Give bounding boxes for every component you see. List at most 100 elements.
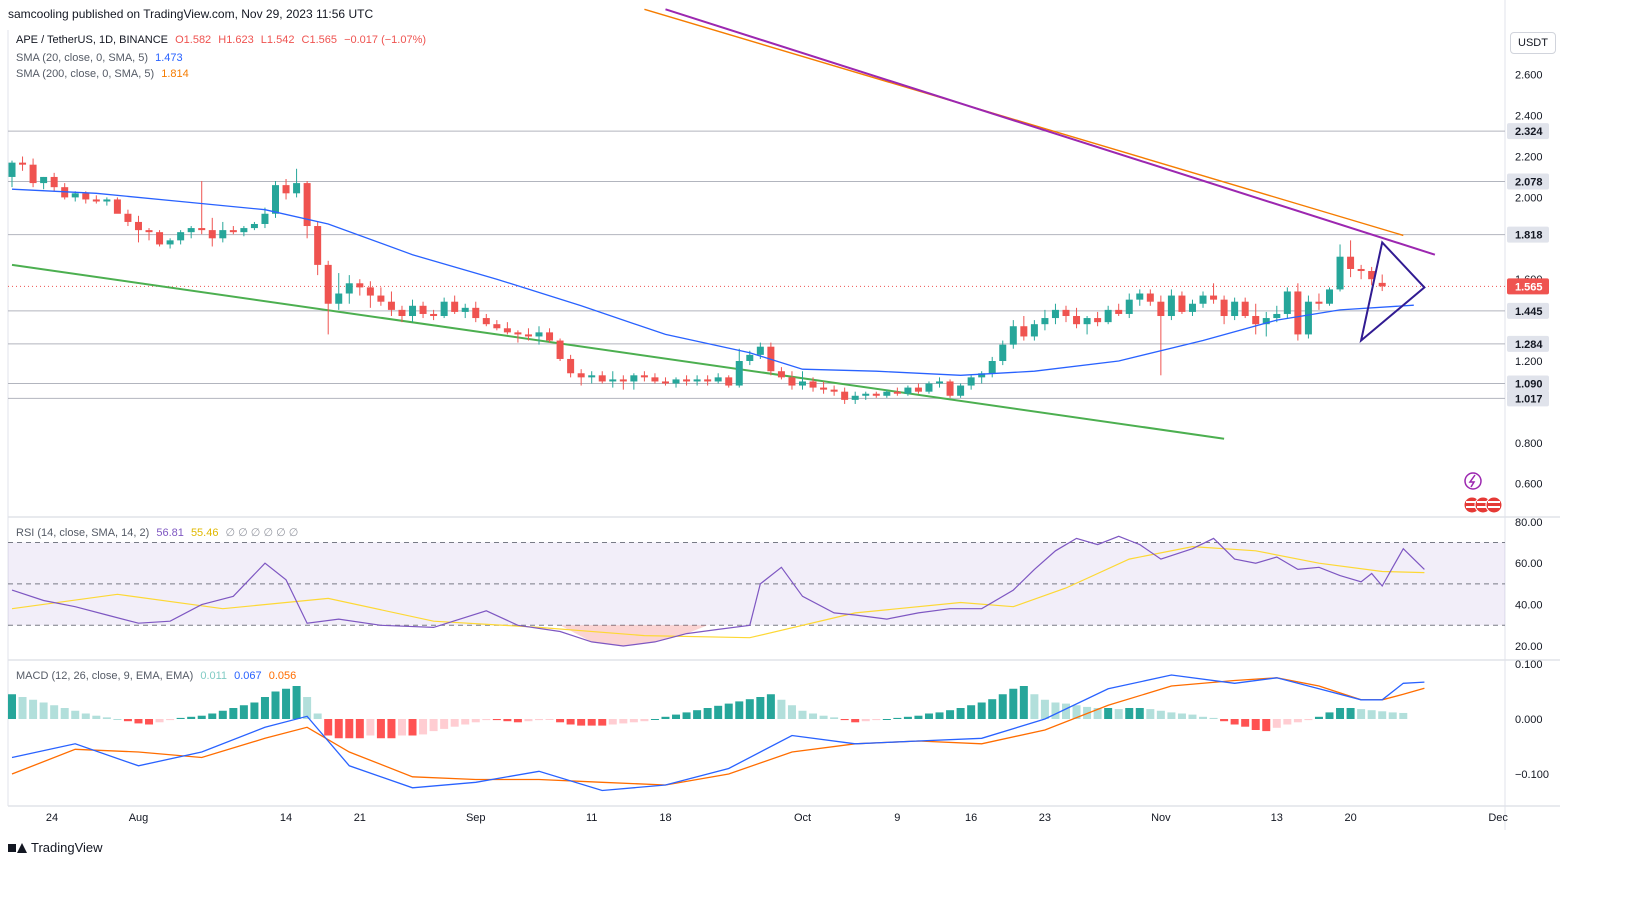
macd-histogram-bar [345, 719, 354, 739]
candle-body [704, 379, 712, 382]
macd-histogram-bar [872, 719, 881, 721]
legend-sma200-value: 1.814 [161, 68, 189, 80]
legend-macd-hist-value: 0.011 [200, 670, 228, 682]
legend-close: C1.565 [301, 34, 337, 46]
candle-body [345, 283, 353, 294]
sma20-line [11, 188, 1414, 376]
macd-histogram-bar [260, 697, 269, 719]
macd-histogram-bar [1241, 719, 1250, 727]
macd-histogram-bar [619, 719, 628, 724]
tradingview-brand[interactable]: TradingView [8, 840, 103, 855]
candle-body [1030, 324, 1038, 337]
currency-button[interactable]: USDT [1510, 32, 1556, 54]
candle-body [630, 375, 638, 382]
macd-histogram-bar [334, 719, 343, 739]
macd-histogram-bar [988, 699, 997, 719]
candle-body [314, 226, 322, 265]
candle-body [598, 375, 606, 382]
us-flag-stripe-icon [1488, 506, 1500, 508]
upper-trendline [665, 8, 1436, 256]
price-badge-label: 1.284 [1515, 339, 1543, 351]
candle-body [40, 176, 48, 184]
candle-body [1020, 326, 1028, 337]
legend-rsi-row: RSI (14, close, SMA, 14, 2) 56.81 55.46 … [16, 526, 302, 539]
candle-body [1062, 309, 1070, 317]
candle-body [103, 199, 111, 202]
candle-body [208, 230, 216, 239]
candle-body [725, 377, 733, 386]
macd-histogram-bar [250, 702, 259, 719]
time-axis-label: 20 [1344, 812, 1356, 824]
macd-histogram-bar [629, 719, 638, 723]
candle-body [609, 379, 617, 382]
time-axis-label: 23 [1039, 812, 1051, 824]
candle-body [1210, 295, 1218, 300]
macd-histogram-bar [1146, 709, 1155, 719]
candle-body [577, 373, 585, 378]
macd-histogram-bar [313, 713, 322, 719]
candle-body [430, 313, 438, 317]
candle-body [1262, 318, 1270, 325]
candle-body [324, 264, 332, 304]
time-axis-label: Nov [1151, 812, 1171, 824]
candle-body [472, 307, 480, 319]
candle-body [1051, 309, 1059, 319]
macd-tick-label: −0.100 [1515, 769, 1549, 781]
candle-body [461, 307, 469, 312]
macd-histogram-bar [1009, 688, 1018, 719]
macd-histogram-bar [8, 694, 16, 719]
candle-body [261, 213, 269, 224]
macd-histogram-bar [492, 719, 501, 721]
macd-histogram-bar [1125, 708, 1134, 719]
candle-body [240, 228, 248, 233]
candle-body [293, 183, 301, 194]
macd-histogram-bar [1188, 714, 1197, 719]
macd-histogram-bar [355, 719, 364, 739]
macd-histogram-bar [366, 719, 375, 736]
macd-histogram-bar [809, 713, 818, 719]
macd-histogram-bar [102, 717, 111, 719]
price-badge-1.017 [1507, 390, 1549, 407]
macd-histogram-bar [1209, 717, 1218, 719]
candle-body [387, 301, 395, 310]
publisher-header: samcooling published on TradingView.com,… [8, 7, 374, 21]
price-badge-1.090 [1507, 375, 1549, 392]
candle-body [693, 379, 701, 382]
candle-body [145, 230, 153, 233]
candle-body [746, 354, 754, 361]
candle-body [187, 228, 195, 233]
macd-histogram-bar [524, 719, 533, 722]
candle-body [957, 385, 965, 396]
macd-histogram-bar [745, 699, 754, 719]
macd-histogram-bar [113, 719, 122, 720]
candle-body [619, 379, 627, 382]
candle-body [398, 309, 406, 317]
us-flag-stripe-icon [1466, 501, 1478, 503]
time-axis-label: 13 [1271, 812, 1283, 824]
macd-histogram-bar [197, 715, 206, 719]
macd-histogram-bar [1262, 719, 1271, 732]
macd-histogram-bar [935, 712, 944, 719]
candle-body [229, 230, 237, 233]
legend-macd-line-value: 0.067 [234, 670, 262, 682]
macd-histogram-bar [92, 715, 101, 719]
macd-histogram-bar [461, 719, 470, 725]
candle-body [113, 199, 121, 214]
macd-histogram-bar [39, 702, 48, 719]
candle-body [451, 301, 459, 312]
candle-body [1188, 303, 1196, 312]
candle-body [1347, 256, 1355, 269]
candle-body [1083, 318, 1091, 325]
candle-body [1357, 268, 1365, 272]
macd-histogram-bar [661, 716, 670, 719]
candle-body [872, 393, 880, 396]
macd-histogram-bar [798, 710, 807, 719]
legend-rsi-na: ∅ ∅ ∅ ∅ ∅ ∅ [225, 527, 299, 539]
candle-body [1094, 318, 1102, 323]
price-tick-label: 2.000 [1515, 192, 1543, 204]
candle-body [904, 387, 912, 394]
candle-body [1178, 295, 1186, 312]
macd-histogram-bar [1283, 719, 1292, 725]
